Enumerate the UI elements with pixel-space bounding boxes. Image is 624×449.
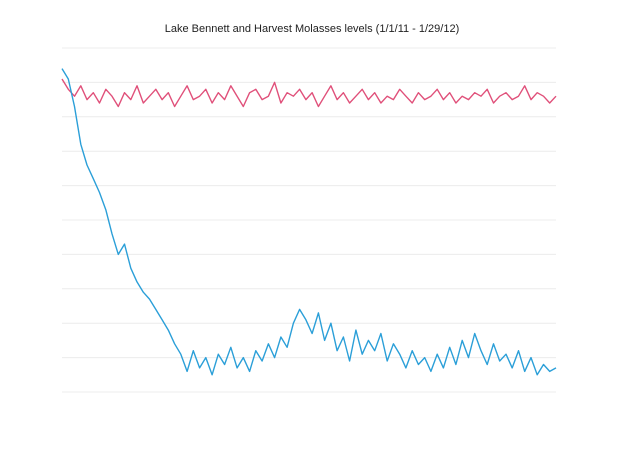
grid-lines bbox=[62, 47, 556, 393]
series-line-1 bbox=[61, 78, 557, 108]
series-line-2 bbox=[61, 68, 557, 376]
series-layer bbox=[61, 68, 557, 376]
chart-title: Lake Bennett and Harvest Molasses levels… bbox=[165, 23, 460, 35]
